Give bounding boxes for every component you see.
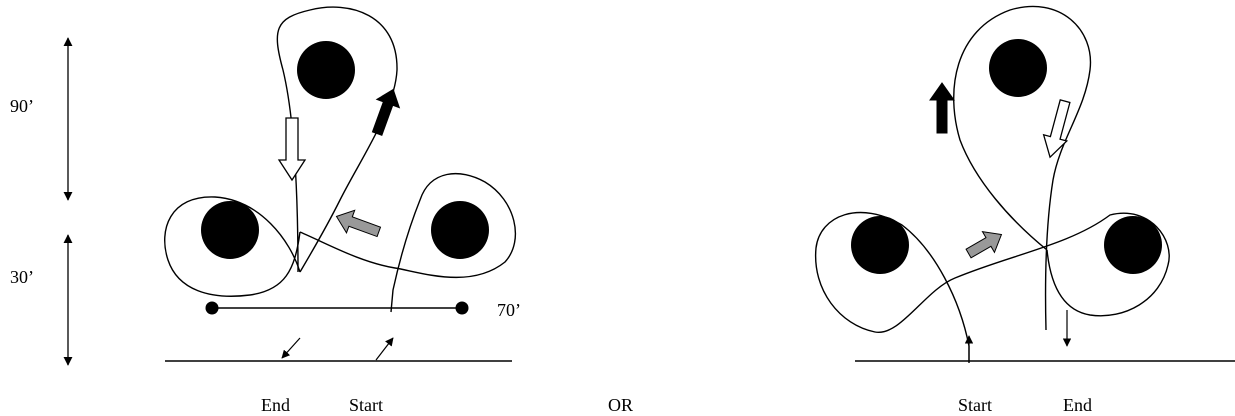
left-barrel-top	[297, 41, 355, 99]
right-gray-arrow	[965, 230, 1003, 259]
left-left-loop-path	[164, 196, 301, 297]
width-label: 70’	[497, 300, 521, 320]
left-start-arrow	[375, 337, 394, 361]
left-right-loop-path	[299, 172, 517, 313]
height-upper-label: 90’	[10, 96, 34, 116]
left-barrel-left	[201, 201, 259, 259]
left-start-label: Start	[349, 395, 383, 415]
height-lower-label: 30’	[10, 267, 34, 287]
left-white-down-arrow	[277, 117, 307, 182]
right-black-up-arrow	[929, 82, 955, 134]
right-barrel-top	[989, 39, 1047, 97]
left-barrel-right	[431, 201, 489, 259]
right-end-label: End	[1063, 395, 1092, 415]
right-barrel-left	[851, 216, 909, 274]
left-end-arrow	[281, 337, 301, 359]
or-separator-label: OR	[608, 395, 634, 415]
right-top-loop-path	[953, 5, 1092, 331]
left-gray-arrow	[335, 209, 382, 238]
left-cone-left	[205, 301, 219, 315]
left-black-up-arrow	[371, 88, 401, 136]
left-end-label: End	[261, 395, 290, 415]
right-white-down-arrow	[1042, 99, 1071, 159]
right-barrel-right	[1104, 216, 1162, 274]
left-cone-right	[455, 301, 469, 315]
right-start-label: Start	[958, 395, 992, 415]
